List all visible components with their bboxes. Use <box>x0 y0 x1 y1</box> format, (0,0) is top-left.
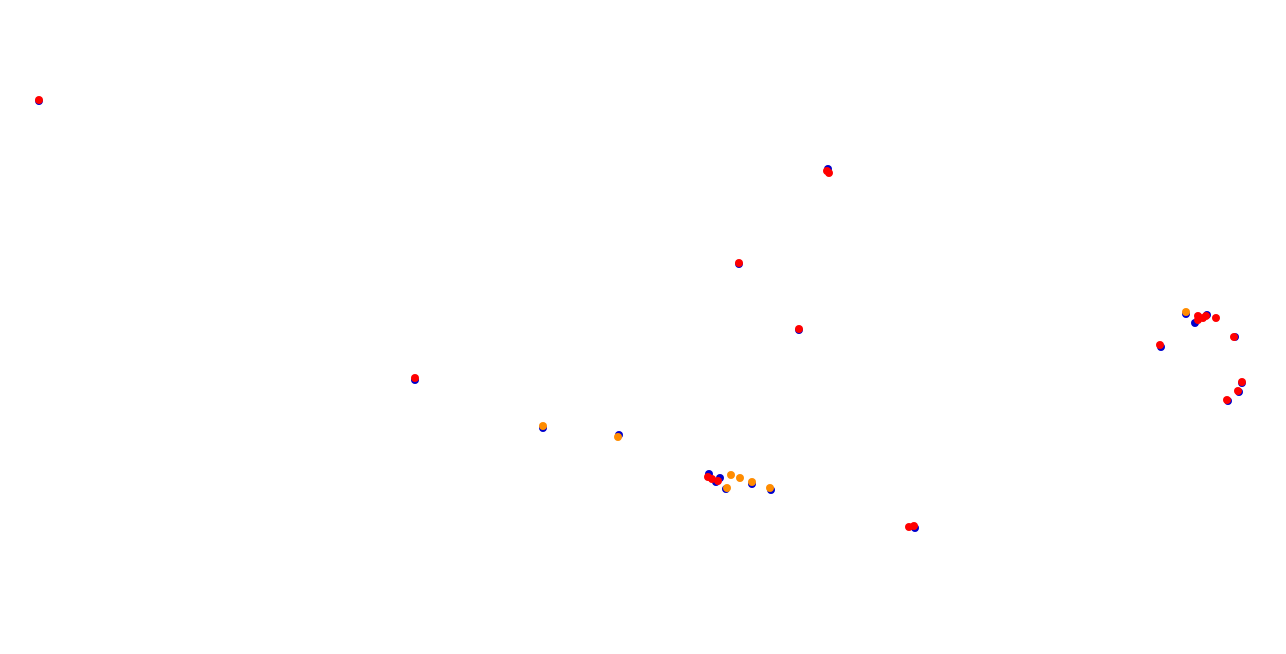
data-point <box>910 522 918 530</box>
data-point <box>411 374 419 382</box>
data-point <box>766 484 774 492</box>
data-point <box>1238 378 1246 386</box>
data-point <box>35 96 43 104</box>
scatter-points <box>35 96 1246 532</box>
data-point <box>823 167 831 175</box>
data-point <box>1212 314 1220 322</box>
series-1 <box>539 308 1190 492</box>
data-point <box>1182 308 1190 316</box>
data-point <box>539 422 547 430</box>
data-point <box>1230 333 1238 341</box>
data-point <box>614 433 622 441</box>
data-point <box>736 474 744 482</box>
data-point <box>1202 312 1210 320</box>
data-point <box>727 471 735 479</box>
data-point <box>748 478 756 486</box>
data-point <box>1156 341 1164 349</box>
data-point <box>795 325 803 333</box>
data-point <box>714 477 722 485</box>
data-point <box>735 259 743 267</box>
data-point <box>723 484 731 492</box>
data-point <box>1223 396 1231 404</box>
data-point <box>1234 387 1242 395</box>
series-2 <box>35 96 1246 531</box>
